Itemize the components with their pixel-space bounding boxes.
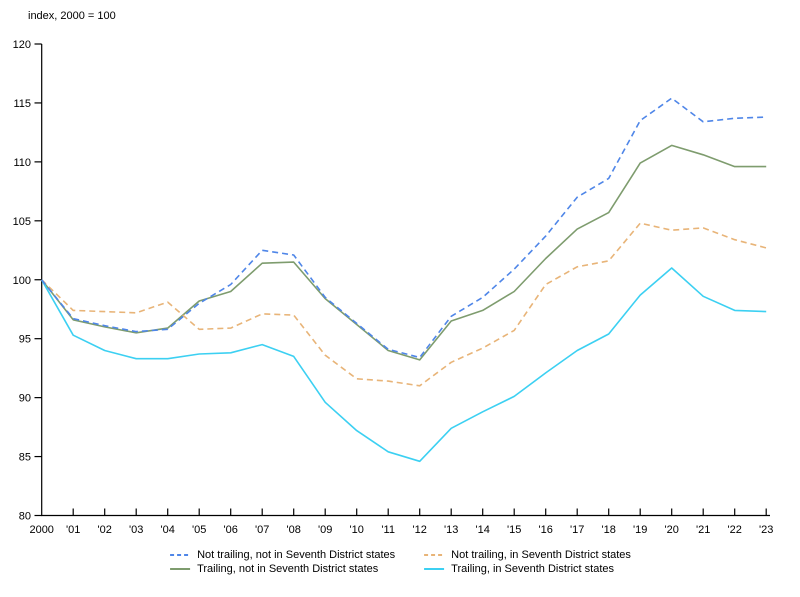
legend-label: Not trailing, in Seventh District states <box>451 549 631 561</box>
x-tick-label: '21 <box>696 524 710 536</box>
x-tick-label: '15 <box>507 524 521 536</box>
x-tick-label: '06 <box>224 524 238 536</box>
chart-legend: Not trailing, not in Seventh District st… <box>169 549 631 575</box>
y-tick-label: 100 <box>13 275 31 287</box>
x-tick-label: '12 <box>413 524 427 536</box>
series-line <box>41 267 767 463</box>
axis-unit-label: index, 2000 = 100 <box>28 10 116 22</box>
legend-label: Not trailing, not in Seventh District st… <box>197 549 396 561</box>
x-tick-label: '05 <box>192 524 206 536</box>
x-tick-label: '07 <box>255 524 269 536</box>
x-tick-label: '02 <box>98 524 112 536</box>
y-tick-label: 115 <box>13 98 31 110</box>
y-tick-label: 80 <box>19 511 31 523</box>
series-line <box>41 222 767 387</box>
legend-item: Trailing, in Seventh District states <box>423 563 631 575</box>
legend-line-sample <box>170 568 191 570</box>
y-tick-label: 105 <box>13 216 31 228</box>
x-tick-label: '23 <box>759 524 773 536</box>
x-tick-label: '22 <box>728 524 742 536</box>
x-tick-label: '20 <box>665 524 679 536</box>
series-line <box>41 144 767 361</box>
y-tick-label: 120 <box>13 39 31 51</box>
x-tick-label: '03 <box>129 524 143 536</box>
x-tick-label: '14 <box>476 524 490 536</box>
y-tick-label: 90 <box>19 393 31 405</box>
y-tick-label: 95 <box>19 334 31 346</box>
legend-label: Trailing, not in Seventh District states <box>197 563 379 575</box>
x-tick-label: '04 <box>161 524 175 536</box>
x-tick-label: 2000 <box>29 524 53 536</box>
legend-item: Trailing, not in Seventh District states <box>169 563 395 575</box>
x-tick-label: '19 <box>633 524 647 536</box>
x-tick-label: '09 <box>318 524 332 536</box>
legend-item: Not trailing, not in Seventh District st… <box>169 549 395 561</box>
legend-line-sample <box>424 554 445 556</box>
series-line <box>41 97 767 359</box>
y-tick-label: 85 <box>19 452 31 464</box>
legend-item: Not trailing, in Seventh District states <box>423 549 631 561</box>
x-tick-label: '08 <box>287 524 301 536</box>
x-tick-label: '17 <box>570 524 584 536</box>
y-tick-label: 110 <box>13 157 31 169</box>
legend-line-sample <box>424 568 445 570</box>
x-tick-label: '01 <box>66 524 80 536</box>
legend-label: Trailing, in Seventh District states <box>451 563 614 575</box>
legend-line-sample <box>170 554 191 556</box>
x-tick-label: '16 <box>539 524 553 536</box>
chart-plot-area: 80 85 90 95 100 105 110 115 120 2000 '01 '02 '03 '04 '… <box>13 39 774 536</box>
x-tick-label: '11 <box>381 524 395 536</box>
x-tick-label: '13 <box>444 524 458 536</box>
axes <box>41 44 770 517</box>
x-tick-label: '18 <box>602 524 616 536</box>
x-tick-label: '10 <box>350 524 364 536</box>
